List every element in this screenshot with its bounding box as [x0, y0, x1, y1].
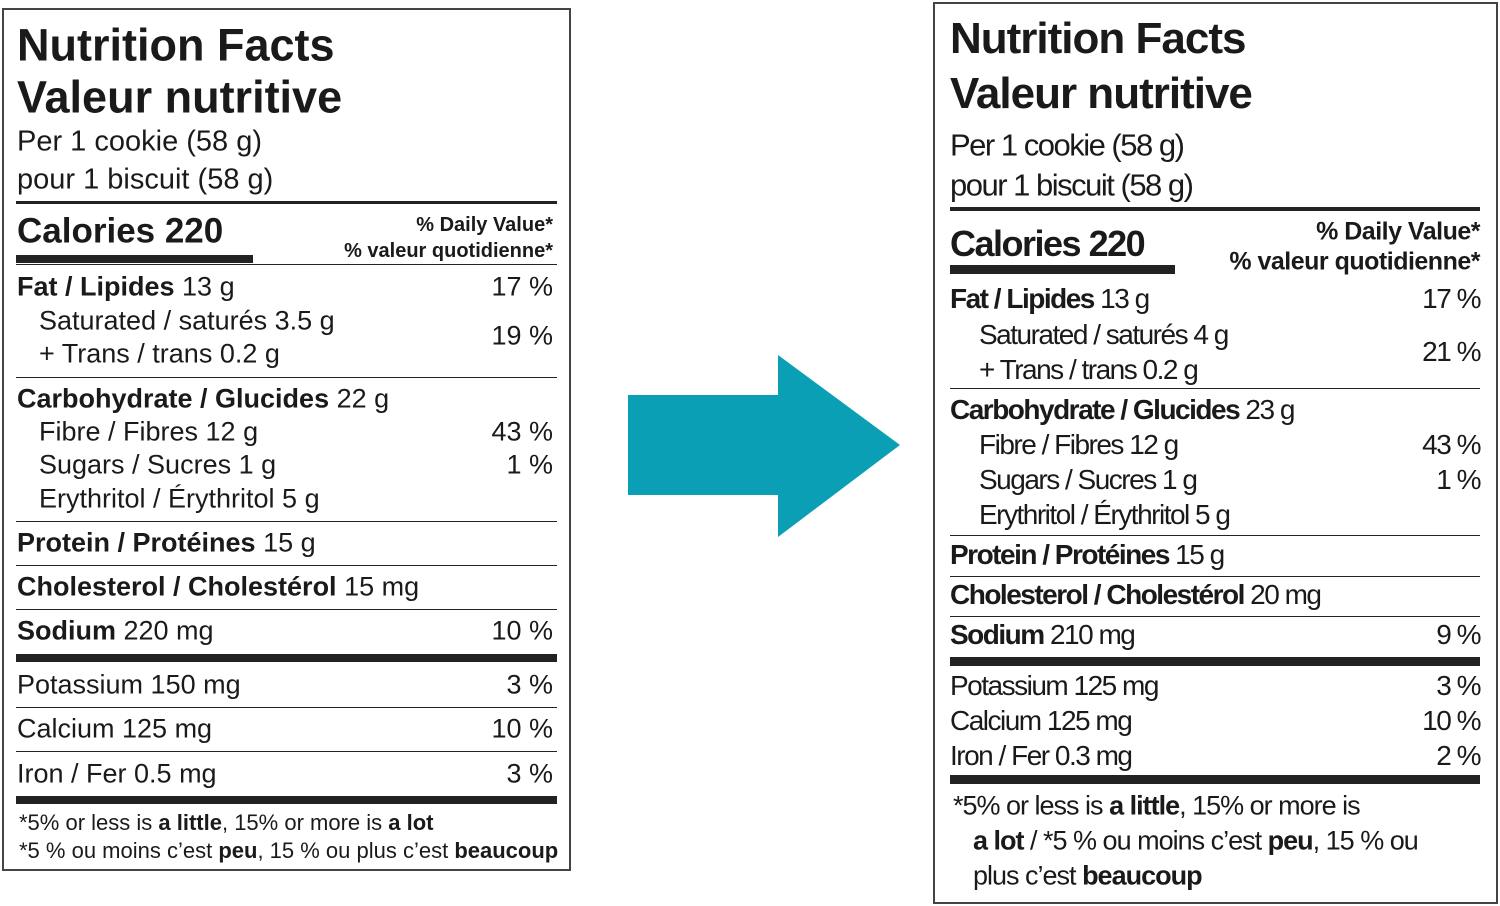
divider: [950, 388, 1480, 389]
divider: [950, 207, 1480, 211]
potassium-dv: 3 %: [506, 669, 553, 700]
divider: [16, 609, 557, 610]
nutrition-label-before: Nutrition Facts Valeur nutritive Per 1 c…: [2, 8, 571, 871]
footnote-en: *5% or less is a little, 15% or more is …: [19, 810, 434, 835]
daily-value-fr: % valeur quotidienne*: [344, 240, 553, 262]
sodium-row: Sodium 210 mg: [950, 619, 1136, 650]
divider: [950, 576, 1480, 577]
divider: [16, 521, 557, 522]
iron-dv: 2 %: [1436, 740, 1481, 771]
serving-en: Per 1 cookie (58 g): [17, 125, 263, 158]
daily-value-en: % Daily Value*: [416, 214, 553, 236]
thick-divider: [16, 796, 557, 804]
carb-row: Carbohydrate / Glucides 23 g: [950, 394, 1295, 425]
title-fr: Valeur nutritive: [950, 69, 1253, 118]
potassium-row: Potassium 150 mg: [17, 669, 241, 700]
sodium-dv: 10 %: [491, 615, 553, 646]
thick-divider: [16, 654, 557, 662]
calcium-dv: 10 %: [491, 713, 553, 744]
sugars-row: Sugars / Sucres 1 g: [39, 449, 277, 480]
footnote-line-1: *5% or less is a little, 15% or more is: [953, 790, 1361, 821]
serving-fr: pour 1 biscuit (58 g): [17, 163, 274, 196]
trans-row: + Trans / trans 0.2 g: [39, 338, 280, 369]
footnote-line-3: plus c’est beaucoup: [973, 860, 1203, 891]
fat-row: Fat / Lipides 13 g: [17, 271, 235, 302]
carb-row: Carbohydrate / Glucides 22 g: [17, 383, 390, 414]
saturated-row: Saturated / saturés 3.5 g: [39, 305, 335, 336]
fat-row: Fat / Lipides 13 g: [950, 283, 1150, 314]
divider: [16, 751, 557, 752]
divider: [950, 616, 1480, 617]
footnote-line-2: a lot / *5 % ou moins c’est peu, 15 % ou: [973, 825, 1419, 856]
title-en: Nutrition Facts: [17, 19, 335, 71]
calories-bar: [16, 255, 253, 263]
fibre-row: Fibre / Fibres 12 g: [39, 416, 259, 447]
calcium-row: Calcium 125 mg: [17, 713, 213, 744]
title-fr: Valeur nutritive: [17, 71, 343, 123]
nutrition-label-after: Nutrition Facts Valeur nutritive Per 1 c…: [933, 2, 1498, 904]
divider: [950, 535, 1480, 536]
fat-dv: 17 %: [491, 271, 553, 302]
sugars-dv: 1 %: [1436, 464, 1481, 495]
serving-en: Per 1 cookie (58 g): [950, 127, 1185, 163]
protein-row: Protein / Protéines 15 g: [17, 527, 316, 558]
fibre-dv: 43 %: [1422, 429, 1481, 460]
arrow-shape: [628, 355, 900, 537]
calories: Calories 220: [950, 223, 1146, 264]
fat-dv: 17 %: [1422, 283, 1481, 314]
daily-value-en: % Daily Value*: [1316, 217, 1480, 246]
iron-row: Iron / Fer 0.3 mg: [950, 740, 1133, 771]
fibre-dv: 43 %: [491, 416, 553, 447]
calcium-dv: 10 %: [1422, 705, 1481, 736]
thick-divider: [950, 657, 1480, 666]
serving-fr: pour 1 biscuit (58 g): [950, 167, 1194, 203]
cholesterol-row: Cholesterol / Cholestérol 15 mg: [17, 571, 420, 602]
divider: [16, 264, 557, 265]
sat-trans-dv: 19 %: [491, 320, 553, 351]
divider: [16, 201, 557, 204]
iron-row: Iron / Fer 0.5 mg: [17, 758, 217, 789]
divider: [16, 377, 557, 378]
potassium-row: Potassium 125 mg: [950, 670, 1159, 701]
divider: [16, 707, 557, 708]
fibre-row: Fibre / Fibres 12 g: [979, 429, 1179, 460]
thick-divider: [950, 775, 1480, 784]
calcium-row: Calcium 125 mg: [950, 705, 1133, 736]
erythritol-row: Erythritol / Érythritol 5 g: [979, 499, 1231, 530]
trans-row: + Trans / trans 0.2 g: [979, 354, 1199, 385]
potassium-dv: 3 %: [1436, 670, 1481, 701]
calories: Calories 220: [17, 211, 224, 251]
calories-bar: [950, 265, 1175, 274]
protein-row: Protein / Protéines 15 g: [950, 539, 1225, 570]
divider: [16, 565, 557, 566]
saturated-row: Saturated / saturés 4 g: [979, 319, 1229, 350]
sat-trans-dv: 21 %: [1422, 336, 1481, 367]
iron-dv: 3 %: [506, 758, 553, 789]
sugars-dv: 1 %: [506, 449, 553, 480]
sugars-row: Sugars / Sucres 1 g: [979, 464, 1198, 495]
title-en: Nutrition Facts: [950, 14, 1246, 63]
daily-value-fr: % valeur quotidienne*: [1229, 247, 1480, 276]
sodium-row: Sodium 220 mg: [17, 615, 214, 646]
footnote-fr: *5 % ou moins c’est peu, 15 % ou plus c’…: [19, 838, 559, 863]
erythritol-row: Erythritol / Érythritol 5 g: [39, 483, 320, 514]
cholesterol-row: Cholesterol / Cholestérol 20 mg: [950, 579, 1322, 610]
sodium-dv: 9 %: [1436, 619, 1481, 650]
